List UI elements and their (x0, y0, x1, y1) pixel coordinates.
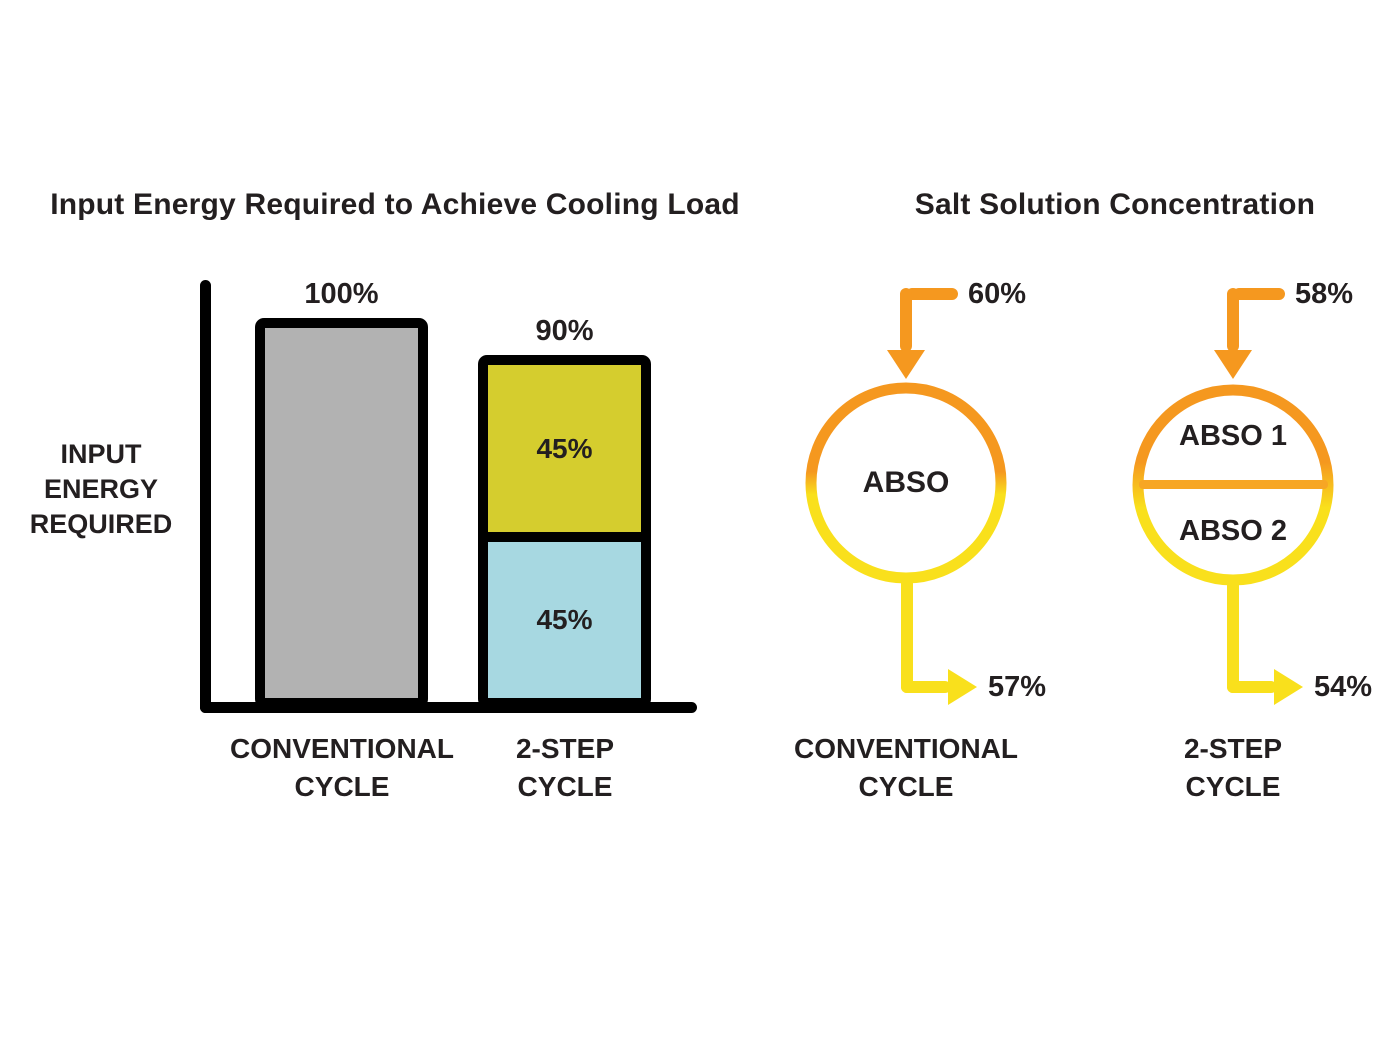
category-label-line: 2-STEP (1183, 733, 1283, 764)
outlet-concentration-conventional: 57% (988, 671, 1047, 703)
bar-conventional (255, 318, 428, 708)
category-label-line: CYCLE (517, 771, 613, 802)
category-label-2step-left: 2-STEP CYCLE (450, 730, 680, 806)
bar-2step-segment-divider (488, 532, 641, 542)
category-label-2step-right: 2-STEP CYCLE (1118, 730, 1348, 806)
y-axis-label: INPUT ENERGY REQUIRED (22, 437, 180, 542)
vessel-label-abso2: ABSO 2 (1179, 515, 1287, 547)
outlet-arrow-horizontal-conventional (901, 681, 951, 693)
category-label-line: CONVENTIONAL (230, 733, 454, 764)
inlet-arrowhead-icon-conventional (887, 350, 925, 379)
outlet-concentration-2step: 54% (1314, 671, 1373, 703)
category-label-line: CONVENTIONAL (794, 733, 1018, 764)
category-label-line: CYCLE (858, 771, 954, 802)
bar-conventional-value-label: 100% (304, 278, 379, 310)
y-axis-label-line2: ENERGY (43, 474, 159, 504)
category-label-conventional-right: CONVENTIONAL CYCLE (791, 730, 1021, 806)
y-axis-label-line3: REQUIRED (29, 509, 173, 539)
inlet-arrowhead-icon-2step (1214, 350, 1252, 379)
outlet-arrow-vertical-2step (1227, 580, 1239, 693)
bar-2step-segment-bottom: 45% (488, 542, 641, 698)
inlet-arrow-horizontal-2step (1233, 288, 1285, 300)
bar-2step: 45% 45% (478, 355, 651, 708)
outlet-arrow-horizontal-2step (1227, 681, 1277, 693)
vessel-label-abso1: ABSO 1 (1179, 420, 1287, 452)
vessel-divider-2step (1139, 480, 1328, 489)
x-axis-line (200, 702, 697, 713)
outlet-arrow-vertical-conventional (901, 578, 913, 693)
bar-2step-segment-top-label: 45% (536, 432, 593, 464)
vessel-label-abso: ABSO (862, 466, 950, 499)
outlet-arrowhead-icon-2step (1274, 669, 1303, 705)
category-label-line: 2-STEP (515, 733, 615, 764)
y-axis-line (200, 280, 211, 713)
inlet-arrow-vertical-conventional (900, 288, 912, 352)
outlet-arrowhead-icon-conventional (948, 669, 977, 705)
bar-2step-segment-bottom-label: 45% (536, 604, 593, 635)
bar-2step-segment-top: 45% (488, 365, 641, 532)
left-chart-title: Input Energy Required to Achieve Cooling… (50, 188, 740, 221)
inlet-concentration-2step: 58% (1295, 278, 1354, 310)
bar-2step-value-label: 90% (535, 315, 594, 347)
category-label-line: CYCLE (294, 771, 390, 802)
right-diagram-title: Salt Solution Concentration (914, 188, 1316, 221)
y-axis-label-line1: INPUT (60, 439, 142, 469)
category-label-conventional-left: CONVENTIONAL CYCLE (227, 730, 457, 806)
category-label-line: CYCLE (1185, 771, 1281, 802)
inlet-concentration-conventional: 60% (968, 278, 1027, 310)
inlet-arrow-horizontal-conventional (906, 288, 958, 300)
inlet-arrow-vertical-2step (1227, 288, 1239, 352)
